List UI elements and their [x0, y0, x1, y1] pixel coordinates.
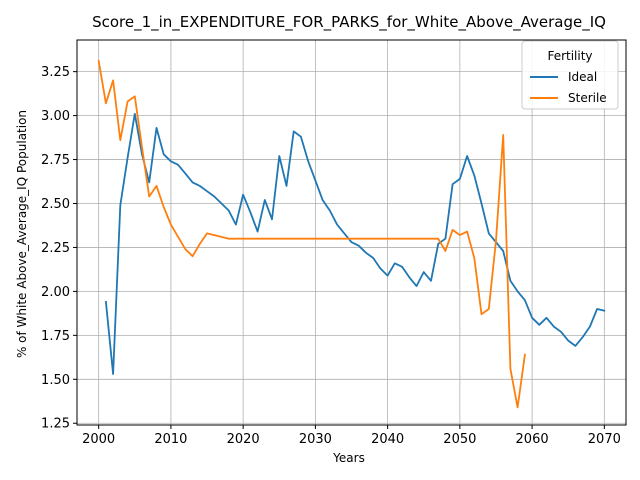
- series-line-sterile: [97, 60, 526, 409]
- y-tick-label: 2.50: [41, 197, 70, 212]
- x-tick-label: 2020: [227, 432, 260, 447]
- legend-box: [521, 40, 619, 110]
- x-tick-label: 2060: [516, 432, 549, 447]
- legend-label-ideal: Ideal: [568, 70, 597, 84]
- legend-title: Fertility: [547, 49, 592, 63]
- legend: Fertility Ideal Sterile: [521, 40, 619, 110]
- x-tick-label: 2010: [154, 432, 187, 447]
- y-tick-label: 3.25: [41, 65, 70, 80]
- x-axis-label: Years: [332, 451, 365, 465]
- y-tick-label: 1.50: [41, 373, 70, 388]
- y-tick-label: 1.25: [41, 417, 70, 432]
- plot-lines: [97, 60, 606, 409]
- x-tick-label: 2030: [299, 432, 332, 447]
- x-tick-label: 2000: [82, 432, 115, 447]
- legend-label-sterile: Sterile: [568, 91, 607, 105]
- plot-frame: [76, 39, 627, 426]
- y-tick-label: 2.00: [41, 285, 70, 300]
- axis-ticks: 2000 2010 2020 2030 2040 2050 2060 2070 1.25 1.50…: [41, 65, 621, 447]
- y-tick-label: 2.75: [41, 153, 70, 168]
- x-tick-label: 2040: [371, 432, 404, 447]
- y-axis-label: % of White Above_Average_IQ Population: [15, 110, 29, 358]
- x-tick-label: 2070: [588, 432, 621, 447]
- series-line-ideal: [104, 112, 606, 375]
- y-tick-label: 1.75: [41, 329, 70, 344]
- chart-title: Score_1_in_EXPENDITURE_FOR_PARKS_for_Whi…: [92, 13, 606, 32]
- y-tick-label: 3.00: [41, 109, 70, 124]
- y-tick-label: 2.25: [41, 241, 70, 256]
- x-tick-label: 2050: [443, 432, 476, 447]
